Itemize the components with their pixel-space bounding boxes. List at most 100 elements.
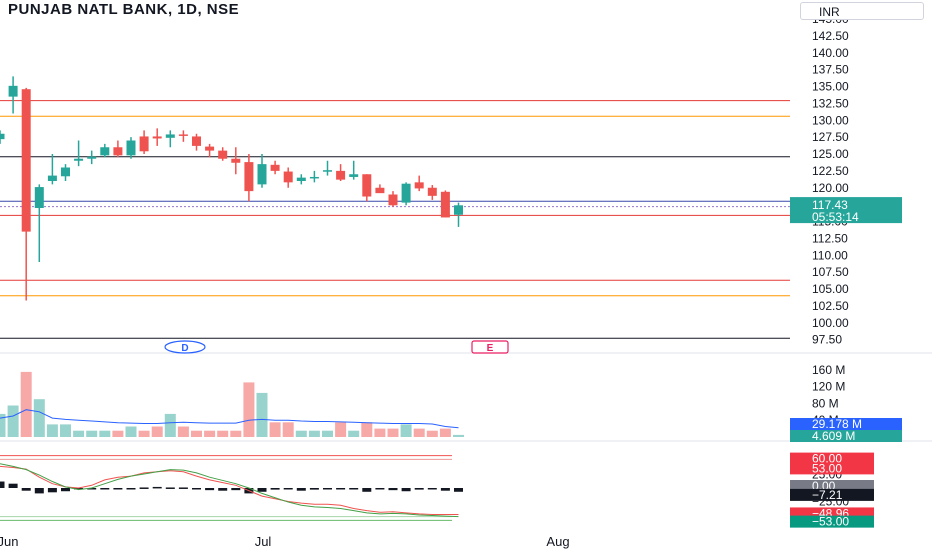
candle-body [414, 182, 424, 189]
osc-histogram-bar [231, 488, 241, 491]
candle-body [257, 164, 267, 185]
osc-histogram-bar [165, 487, 175, 489]
candle-body [454, 205, 463, 215]
volume-bar [269, 422, 281, 437]
volume-bar [191, 430, 202, 437]
candle-body [8, 85, 18, 97]
price-tick-label: 125.00 [812, 147, 849, 161]
price-tick-label: 97.50 [812, 333, 842, 347]
candle-body [440, 191, 450, 218]
osc-histogram-bar [34, 488, 44, 494]
volume-tick-label: 120 M [812, 380, 845, 394]
volume-bar [439, 428, 451, 437]
volume-bar [282, 422, 294, 437]
candle-body [375, 187, 385, 194]
volume-bar [112, 430, 124, 437]
price-tick-label: 100.00 [812, 316, 849, 330]
time-axis-label: Jul [255, 534, 272, 549]
osc-histogram-bar [388, 488, 398, 491]
candle-body [349, 174, 359, 177]
candle-body [165, 134, 175, 138]
osc-histogram-bar [270, 488, 280, 490]
volume-bar [335, 422, 347, 437]
candle-body [61, 167, 70, 177]
candle-body [231, 158, 241, 163]
osc-histogram-bar [283, 488, 293, 490]
dividend-marker[interactable] [164, 340, 206, 354]
osc-histogram-bar [296, 488, 306, 491]
osc-histogram-bar [192, 488, 201, 490]
osc-high-badge [790, 452, 874, 465]
candle-body [362, 174, 372, 197]
volume-bar [33, 399, 45, 437]
volume-bar [204, 430, 216, 437]
osc-histogram-bar [323, 488, 332, 490]
osc-histogram-bar [336, 488, 346, 490]
volume-bar [230, 430, 242, 437]
volume-bar [374, 428, 386, 437]
volume-bar [177, 426, 189, 437]
volume-tick-label: 160 M [812, 363, 845, 377]
price-tick-label: 112.50 [812, 231, 848, 245]
osc-histogram-bar [152, 486, 162, 489]
osc-high2-label: 53.00 [812, 461, 842, 475]
osc-histogram-bar [100, 488, 110, 490]
osc-high-label: 60.00 [812, 452, 842, 466]
volume-bar [151, 426, 163, 437]
osc-histogram-bar [21, 488, 31, 491]
osc-histogram-bar [454, 488, 463, 492]
osc-histogram-bar [309, 488, 319, 490]
volume-last-badge [790, 430, 902, 442]
candle-body [34, 187, 44, 208]
volume-ma-badge [790, 418, 902, 430]
candle-body [283, 171, 293, 183]
price-tick-label: 140.00 [812, 46, 849, 60]
osc-histogram-bar [8, 483, 18, 488]
volume-bar [322, 430, 333, 437]
currency-selector[interactable]: INR [800, 2, 924, 20]
volume-bar [99, 430, 111, 437]
volume-ma-line [0, 409, 459, 429]
volume-bar [125, 426, 137, 437]
osc-line2-label: −53.00 [812, 515, 849, 529]
candle-body [192, 136, 201, 146]
osc-histogram-bar [178, 487, 188, 489]
time-axis-label: Jun [0, 534, 18, 549]
osc-hist-badge [790, 488, 874, 501]
volume-bar [400, 424, 412, 437]
candle-body [87, 156, 97, 159]
earnings-marker-label: E [487, 343, 494, 354]
osc-line1-badge [790, 507, 874, 520]
candle-body [388, 194, 398, 206]
candle-body [244, 162, 254, 192]
volume-bar [426, 430, 438, 437]
price-tick-label: 122.50 [812, 164, 849, 178]
osc-histogram-bar [74, 488, 84, 490]
volume-bar [86, 430, 98, 437]
candle-body [126, 140, 136, 156]
volume-bar [217, 430, 229, 437]
price-tick-label: 120.00 [812, 181, 849, 195]
volume-bar [20, 371, 32, 437]
candle-body [309, 176, 319, 179]
candle-body [296, 177, 306, 181]
candle-body [427, 187, 437, 196]
price-tick-label: 130.00 [812, 113, 849, 127]
earnings-marker[interactable] [471, 340, 509, 354]
osc-line-1 [0, 465, 459, 515]
symbol-title[interactable]: PUNJAB NATL BANK, 1D, NSE [8, 1, 240, 18]
dividend-marker-label: D [181, 343, 188, 354]
osc-histogram-bar [218, 488, 228, 491]
price-tick-label: 132.50 [812, 96, 849, 110]
candle-body [218, 150, 228, 159]
price-tick-label: 107.50 [812, 265, 849, 279]
candle-body [401, 183, 411, 203]
price-tick-label: 110.00 [812, 248, 848, 262]
candle-body [152, 136, 162, 139]
volume-bar [308, 430, 320, 437]
candle-body [21, 89, 31, 232]
osc-histogram-bar [401, 488, 411, 492]
volume-tick-label: 80 M [812, 396, 839, 410]
candle-body [270, 164, 280, 171]
